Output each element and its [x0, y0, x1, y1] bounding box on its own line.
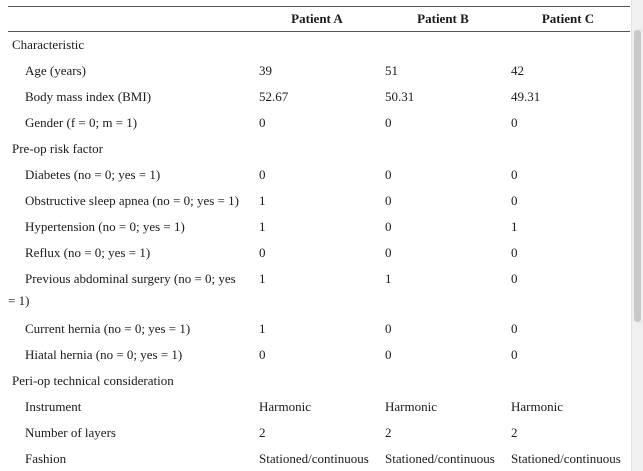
- table-row: Age (years) 39 51 42: [8, 58, 630, 84]
- cell-patient-b: 0: [385, 115, 392, 130]
- table-header-row: Patient A Patient B Patient C: [8, 6, 630, 32]
- section-preop-risk: Pre-op risk factor: [12, 141, 103, 156]
- cell-patient-b: 0: [385, 193, 392, 208]
- cell-patient-b: 2: [385, 425, 392, 440]
- table-row: Hiatal hernia (no = 0; yes = 1) 0 0 0: [8, 342, 630, 368]
- row-label: Reflux (no = 0; yes = 1): [25, 245, 151, 260]
- cell-patient-c: 0: [511, 245, 518, 260]
- row-label-line-2: = 1): [8, 293, 30, 308]
- row-label: Previous abdominal surgery (no = 0; yes =…: [8, 266, 254, 316]
- cell-patient-a: 1: [259, 321, 266, 336]
- cell-patient-a: Harmonic: [259, 399, 311, 414]
- cell-patient-b: Harmonic: [385, 399, 437, 414]
- cell-patient-b: 0: [385, 167, 392, 182]
- cell-patient-b: 50.31: [385, 89, 415, 104]
- row-label: Current hernia (no = 0; yes = 1): [25, 321, 191, 336]
- row-label: Instrument: [25, 399, 82, 414]
- cell-patient-c: 1: [511, 219, 518, 234]
- cell-patient-a: 2: [259, 425, 266, 440]
- table-row: Fashion Stationed/continuous Stationed/c…: [8, 446, 630, 471]
- row-label: Number of layers: [25, 425, 116, 440]
- table-row: Instrument Harmonic Harmonic Harmonic: [8, 394, 630, 420]
- cell-patient-a: 52.67: [259, 89, 289, 104]
- table-row: Current hernia (no = 0; yes = 1) 1 0 0: [8, 316, 630, 342]
- row-label: Obstructive sleep apnea (no = 0; yes = 1…: [25, 193, 239, 208]
- section-row: Peri-op technical consideration: [8, 368, 630, 394]
- cell-patient-b: 0: [385, 347, 392, 362]
- table-row: Obstructive sleep apnea (no = 0; yes = 1…: [8, 188, 630, 214]
- cell-patient-a: 1: [259, 193, 266, 208]
- row-label: Diabetes (no = 0; yes = 1): [25, 167, 161, 182]
- header-patient-b: Patient B: [417, 11, 469, 26]
- cell-patient-b: 1: [385, 271, 392, 286]
- header-blank: [8, 7, 254, 32]
- cell-patient-c: 0: [511, 167, 518, 182]
- cell-patient-c: 49.31: [511, 89, 541, 104]
- cell-patient-a: 39: [259, 63, 272, 78]
- cell-patient-b: Stationed/continuous: [385, 451, 495, 466]
- table-row: Reflux (no = 0; yes = 1) 0 0 0: [8, 240, 630, 266]
- header-patient-a: Patient A: [291, 11, 343, 26]
- table-row: Previous abdominal surgery (no = 0; yes =…: [8, 266, 630, 316]
- row-label: Fashion: [25, 451, 67, 466]
- row-label: Body mass index (BMI): [25, 89, 152, 104]
- cell-patient-a: Stationed/continuous: [259, 451, 369, 466]
- table-row: Number of layers 2 2 2: [8, 420, 630, 446]
- cell-patient-c: Harmonic: [511, 399, 563, 414]
- table-row: Hypertension (no = 0; yes = 1) 1 0 1: [8, 214, 630, 240]
- row-label-line-1: Previous abdominal surgery (no = 0; yes: [25, 271, 236, 286]
- cell-patient-b: 0: [385, 245, 392, 260]
- table-row: Body mass index (BMI) 52.67 50.31 49.31: [8, 84, 630, 110]
- cell-patient-c: Stationed/continuous: [511, 451, 621, 466]
- cell-patient-b: 51: [385, 63, 398, 78]
- cell-patient-c: 42: [511, 63, 524, 78]
- cell-patient-c: 2: [511, 425, 518, 440]
- cell-patient-a: 0: [259, 347, 266, 362]
- cell-patient-a: 0: [259, 167, 266, 182]
- vertical-scrollbar[interactable]: [631, 0, 643, 471]
- cell-patient-b: 0: [385, 321, 392, 336]
- row-label: Hiatal hernia (no = 0; yes = 1): [25, 347, 183, 362]
- cell-patient-a: 0: [259, 115, 266, 130]
- cell-patient-a: 1: [259, 219, 266, 234]
- cell-patient-c: 0: [511, 115, 518, 130]
- section-row: Pre-op risk factor: [8, 136, 630, 162]
- row-label: Hypertension (no = 0; yes = 1): [25, 219, 185, 234]
- cell-patient-c: 0: [511, 347, 518, 362]
- cell-patient-a: 0: [259, 245, 266, 260]
- scrollbar-thumb[interactable]: [634, 30, 641, 322]
- row-label: Gender (f = 0; m = 1): [25, 115, 138, 130]
- cell-patient-c: 0: [511, 321, 518, 336]
- cell-patient-c: 0: [511, 193, 518, 208]
- cell-patient-c: 0: [511, 271, 518, 286]
- cell-patient-b: 0: [385, 219, 392, 234]
- header-patient-c: Patient C: [541, 11, 595, 26]
- row-label: Age (years): [25, 63, 86, 78]
- table-row: Diabetes (no = 0; yes = 1) 0 0 0: [8, 162, 630, 188]
- section-characteristic: Characteristic: [12, 37, 85, 52]
- section-row: Characteristic: [8, 32, 630, 59]
- cell-patient-a: 1: [259, 271, 266, 286]
- section-periop-technical: Peri-op technical consideration: [12, 373, 174, 388]
- table-row: Gender (f = 0; m = 1) 0 0 0: [8, 110, 630, 136]
- patient-characteristics-table: Patient A Patient B Patient C Characteri…: [8, 6, 630, 471]
